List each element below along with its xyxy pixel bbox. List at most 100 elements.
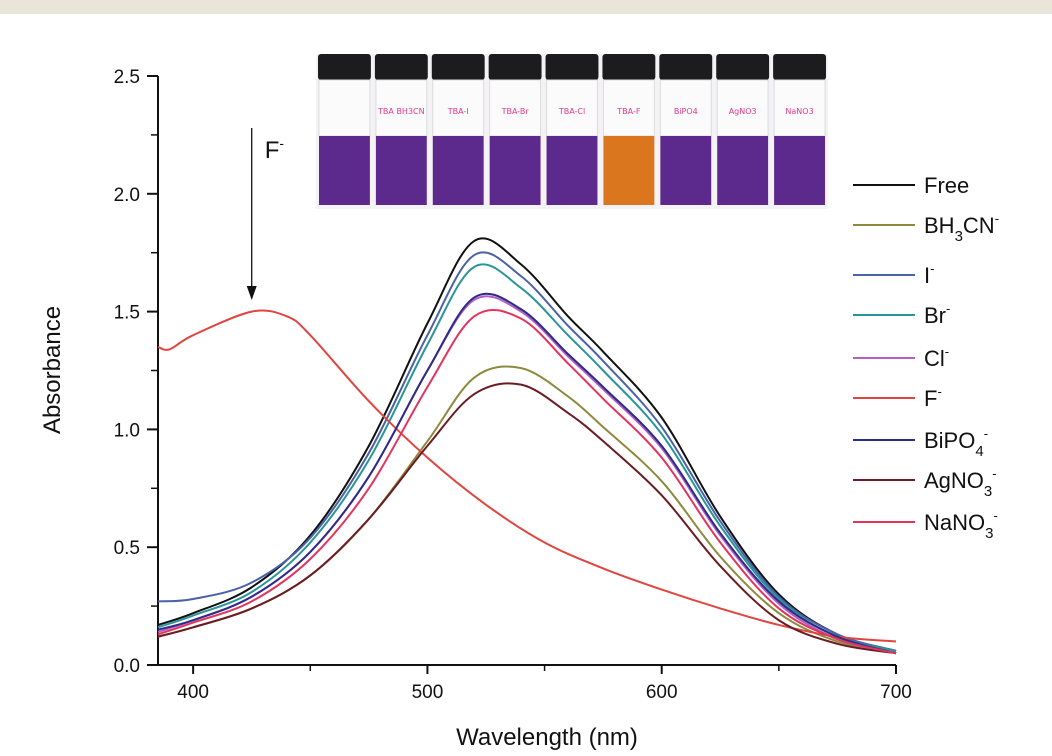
series-line-i [157,251,897,652]
legend-label-sub: 3 [984,483,992,500]
vial [318,54,371,205]
legend-item: I- [853,261,934,288]
legend-label-sup: - [993,508,997,523]
legend-label-main: BiPO [924,428,975,453]
x-tick-label: 700 [880,682,912,703]
legend-item: NaNO3- [853,508,998,542]
vial-label: NaNO3 [785,107,813,116]
legend-label-sub: 4 [975,443,983,460]
vial-solution [375,136,427,205]
series-line-agno3 [157,382,897,655]
legend-label: I- [924,261,934,288]
vial-cap [488,54,542,80]
legend-label-sub: 3 [955,228,963,245]
legend-label: Cl- [924,344,949,371]
legend-label-sup: - [946,301,950,316]
legend-label-sup: - [984,426,988,441]
legend-label-main: NaNO [924,510,985,535]
vial-label: TBA-Cl [558,107,585,116]
legend-label-main: Free [924,173,969,198]
vial: NaNO3 [773,54,826,205]
vial-label: TBA-Br [501,107,530,116]
legend-item: AgNO3- [853,466,997,500]
vial-cap [318,54,371,80]
vial: TBA-Cl [545,54,599,205]
vial: TBA-I [431,54,485,205]
legend-label: NaNO3- [924,508,998,542]
y-tick-label: 0.5 [114,538,140,559]
vial-cap [716,54,770,80]
vial-cap [431,54,485,80]
vial-photo: TBA BH3CN TBA-I TBA-Br TBA-Cl TBA-F BiPO4 AgNO… [316,54,828,209]
vial-solution [660,136,712,205]
y-tick-label: 0.0 [114,656,140,677]
legend-item: BH3CN- [853,211,999,245]
vial-cap [659,54,713,80]
vial-solution [319,136,370,205]
vial: AgNO3 [716,54,770,205]
x-tick-label: 500 [412,682,444,703]
vial-glass [716,79,769,137]
legend-label: Br- [924,301,950,328]
vial-cap [773,54,826,80]
legend-label-sup: - [945,344,949,359]
vial-glass [318,79,371,137]
vial-label: BiPO4 [674,107,698,116]
vial-solution [489,136,541,205]
x-tick-label: 400 [177,682,209,703]
vial-cap [374,54,428,80]
legend-label-main: BH [924,213,955,238]
y-tick-label: 1.0 [114,420,140,441]
annotation-label: F- [265,135,285,164]
vial-label: TBA BH3CN [377,107,425,116]
legend-item: BiPO4- [853,426,988,460]
y-tick-label: 2.5 [114,67,140,88]
vial: TBA-F [602,54,656,205]
legend-label: BH3CN- [924,211,999,245]
vial-cap [545,54,599,80]
vial-glass [375,79,428,137]
legend-label-sup: - [930,261,934,276]
legend-label-main: I [924,263,930,288]
legend-label-main: Cl [924,346,945,371]
vial: TBA BH3CN [374,54,428,205]
vial-glass [432,79,485,137]
series-line-br [157,263,897,652]
legend-item: F- [853,384,942,411]
vial-solution [774,136,825,205]
legend-label: F- [924,384,942,411]
vial-solution [603,136,655,205]
y-axis-label: Absorbance [39,306,66,434]
legend-label-sub: 3 [985,525,993,542]
legend-label: BiPO4- [924,426,988,460]
series-line-free [157,237,897,652]
x-axis-label: Wavelength (nm) [456,724,638,751]
vial-solution [432,136,484,205]
vial: BiPO4 [659,54,713,205]
x-tick-label: 600 [646,682,678,703]
legend-label: AgNO3- [924,466,997,500]
vial: TBA-Br [488,54,542,205]
legend-item: Br- [853,301,950,328]
legend-label-sup: - [992,466,996,481]
vial-label: TBA-F [616,107,641,116]
vial-solution [717,136,769,205]
legend-label-main: Br [924,303,946,328]
vial-glass [773,79,826,137]
vial-solution [546,136,598,205]
legend-label-sup: - [995,211,999,226]
legend-label-main: F [924,386,937,411]
annotation-sup: - [279,135,284,151]
top-border [0,0,1052,14]
vial-label: TBA-I [447,107,469,116]
series-line-f [157,309,897,643]
legend-label-sup: - [937,384,941,399]
series-line-bipo4 [157,292,897,655]
vial-cap [602,54,656,80]
legend-item: Cl- [853,344,949,371]
legend-item: Free [853,173,969,198]
legend-label-main: AgNO [924,468,984,493]
annotation-arrow-head-icon [246,286,257,300]
